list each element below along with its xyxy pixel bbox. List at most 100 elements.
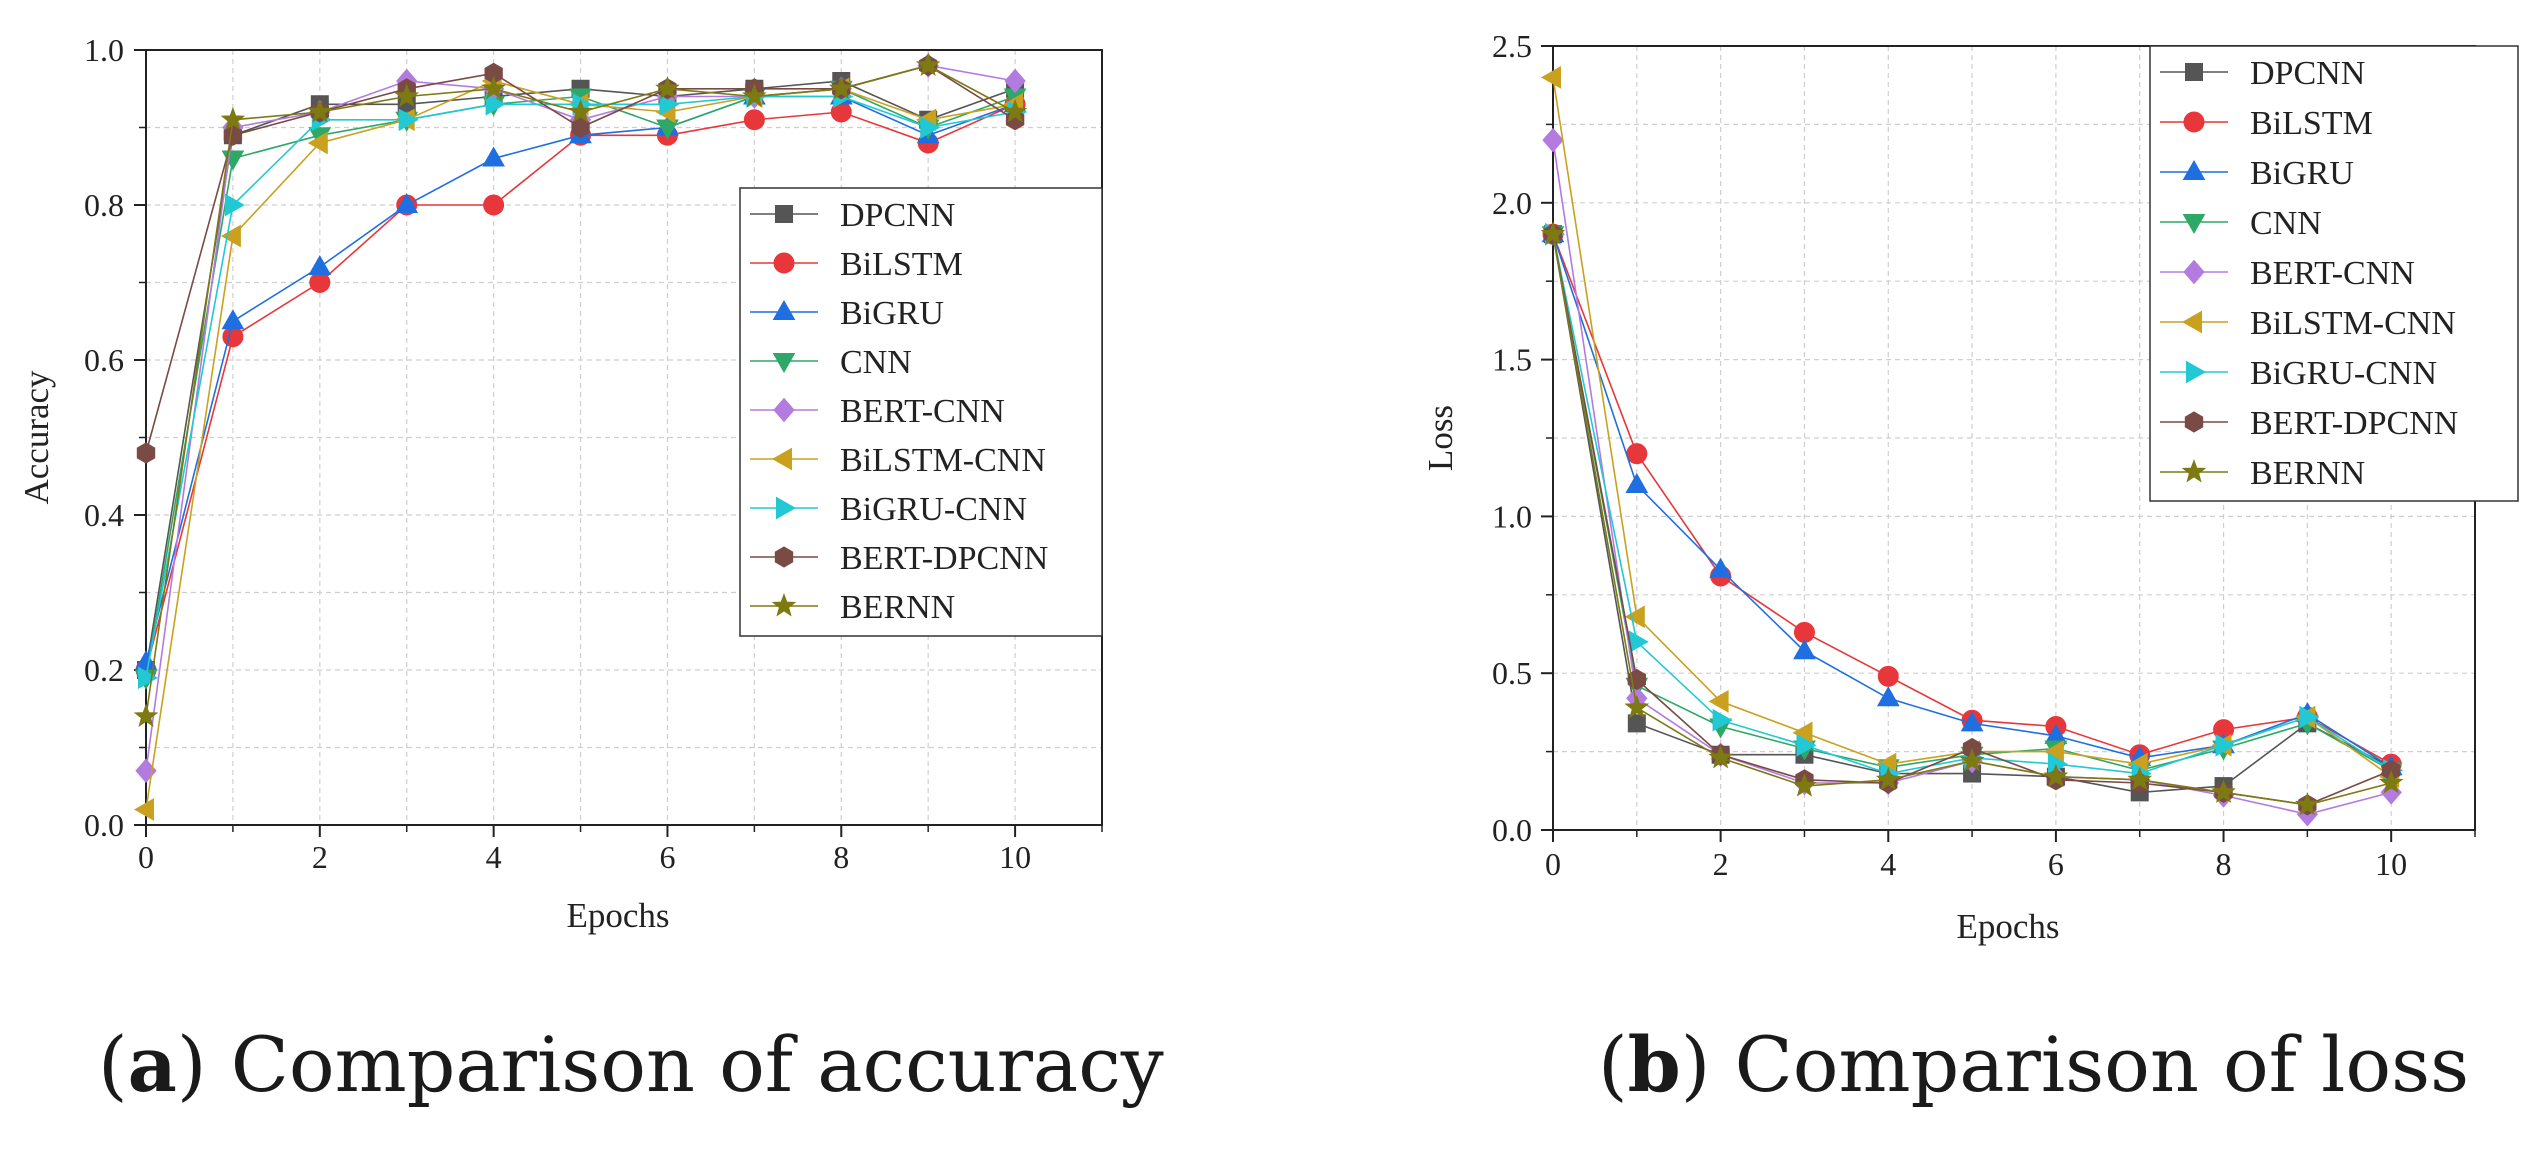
accuracy-legend-label: DPCNN <box>840 197 955 234</box>
accuracy-ytick-label: 0.8 <box>84 187 124 223</box>
accuracy-legend-label: BiGRU <box>840 295 944 332</box>
caption-accuracy: (a) Comparison of accuracy <box>98 1020 1164 1109</box>
loss-legend-label: BERNN <box>2250 455 2365 492</box>
accuracy-point-bigru <box>482 146 505 167</box>
accuracy-point-bigru-cnn <box>659 92 680 116</box>
loss-point-bernn <box>2043 763 2069 788</box>
accuracy-point-bigru-cnn <box>398 108 419 132</box>
accuracy-point-bert-dpcnn <box>571 116 590 139</box>
accuracy-point-bilstm <box>222 326 244 348</box>
accuracy-point-bigru-cnn <box>138 666 159 690</box>
accuracy-legend-marker <box>772 299 796 320</box>
loss-xtick-label: 0 <box>1545 846 1561 882</box>
accuracy-legend-label: BERT-DPCNN <box>840 540 1048 577</box>
loss-point-bigru <box>1960 711 1984 732</box>
loss-legend-marker <box>2182 159 2206 180</box>
loss-xtick-label: 8 <box>2216 846 2232 882</box>
loss-point-bigru-cnn <box>1796 733 1817 757</box>
accuracy-ytick-label: 0.4 <box>84 497 124 533</box>
accuracy-point-bernn <box>828 75 854 100</box>
accuracy-legend-label: BERNN <box>840 589 955 626</box>
loss-point-bigru <box>1876 686 1900 707</box>
loss-legend-label: BiGRU-CNN <box>2250 355 2437 392</box>
accuracy-point-bilstm-cnn <box>220 224 241 248</box>
accuracy-legend-marker <box>771 593 797 617</box>
loss-point-bernn <box>2211 779 2236 803</box>
loss-series-bernn <box>1540 221 2404 816</box>
caption-a-text: Comparison of accuracy <box>206 1020 1164 1109</box>
loss-point-bigru-cnn <box>2215 733 2236 757</box>
accuracy-point-bigru <box>308 254 332 275</box>
caption-b-text: Comparison of loss <box>1710 1020 2470 1109</box>
loss-ytick-label: 2.5 <box>1492 28 1532 64</box>
accuracy-legend-label: BiGRU-CNN <box>840 491 1027 528</box>
accuracy-xtick-label: 10 <box>999 839 1031 875</box>
loss-point-bilstm <box>1877 665 1899 687</box>
loss-legend-marker <box>2183 259 2205 285</box>
accuracy-xtick-label: 2 <box>312 839 328 875</box>
caption-loss: (b) Comparison of loss <box>1598 1020 2469 1109</box>
loss-ytick-label: 1.0 <box>1492 498 1532 534</box>
loss-point-bernn <box>2295 791 2320 816</box>
accuracy-point-bigru <box>221 309 245 330</box>
loss-legend-marker <box>2184 411 2204 433</box>
accuracy-point-bert-dpcnn <box>136 442 156 464</box>
loss-legend-marker <box>2186 360 2207 384</box>
loss-legend-label: CNN <box>2250 205 2322 242</box>
chart-accuracy: 0 2 4 6 8 10 0.0 0.2 0.4 0.6 0.8 1.0 Epochs Accuracy D… <box>17 32 1103 935</box>
caption-a-close: ) <box>176 1020 207 1109</box>
accuracy-point-bernn <box>1002 99 1028 123</box>
accuracy-ytick-label: 0.2 <box>84 652 124 688</box>
loss-point-dpcnn <box>1627 714 1646 733</box>
loss-point-bernn <box>1959 748 1985 772</box>
accuracy-point-bernn <box>394 83 420 107</box>
loss-ytick-label: 2.0 <box>1492 185 1532 221</box>
loss-point-bigru <box>1709 557 1732 578</box>
accuracy-legend-label: BiLSTM <box>840 246 963 283</box>
loss-point-bilstm-cnn <box>1624 605 1645 629</box>
accuracy-point-bilstm <box>743 109 765 131</box>
loss-point-bernn <box>2378 770 2404 794</box>
loss-point-bernn <box>1792 773 1817 797</box>
loss-point-bigru-cnn <box>1712 708 1733 732</box>
accuracy-point-bernn <box>655 75 680 100</box>
accuracy-point-bernn <box>220 106 246 131</box>
loss-point-bigru-cnn <box>2299 705 2320 729</box>
accuracy-point-bernn <box>133 703 159 727</box>
accuracy-point-bernn <box>307 99 333 123</box>
accuracy-point-bernn <box>742 83 767 107</box>
accuracy-point-bilstm-cnn <box>307 131 328 155</box>
accuracy-legend-label: CNN <box>840 344 912 381</box>
loss-legend-label: BERT-DPCNN <box>2250 405 2458 442</box>
accuracy-point-bilstm <box>309 272 331 293</box>
caption-b-close: ) <box>1680 1020 1711 1109</box>
accuracy-xlabel: Epochs <box>566 896 669 935</box>
accuracy-point-bigru-cnn <box>485 92 506 116</box>
accuracy-legend-marker <box>772 353 796 374</box>
accuracy-xtick-label: 6 <box>659 839 675 875</box>
loss-legend-label: DPCNN <box>2250 55 2365 92</box>
loss-point-bernn <box>2127 766 2153 791</box>
loss-legend-label: BiGRU <box>2250 155 2354 192</box>
accuracy-ytick-label: 1.0 <box>84 32 124 68</box>
caption-b-letter: b <box>1627 1020 1681 1109</box>
accuracy-xtick-label: 4 <box>486 839 502 875</box>
accuracy-ytick-label: 0.6 <box>84 342 124 378</box>
accuracy-point-bigru-cnn <box>224 193 245 217</box>
loss-legend-label: BiLSTM-CNN <box>2250 305 2456 342</box>
loss-point-bernn <box>1540 221 1566 245</box>
loss-ytick-label: 0.0 <box>1492 812 1532 848</box>
loss-legend-label: BERT-CNN <box>2250 255 2415 292</box>
loss-legend-marker <box>2181 310 2202 334</box>
accuracy-legend-marker <box>771 447 792 471</box>
accuracy-legend-marker <box>776 496 797 520</box>
loss-point-bert-cnn <box>1542 127 1564 153</box>
caption-a-letter: a <box>127 1020 177 1109</box>
loss-point-bilstm-cnn <box>1540 66 1561 89</box>
accuracy-point-bilstm <box>483 194 505 216</box>
accuracy-legend: DPCNN BiLSTM BiGRU CNN BERT-CNN BiLSTM-CNN BiG… <box>739 187 1103 637</box>
accuracy-point-bigru <box>395 192 419 213</box>
accuracy-point-bigru-cnn <box>920 116 941 139</box>
loss-point-bernn <box>1875 766 1901 791</box>
